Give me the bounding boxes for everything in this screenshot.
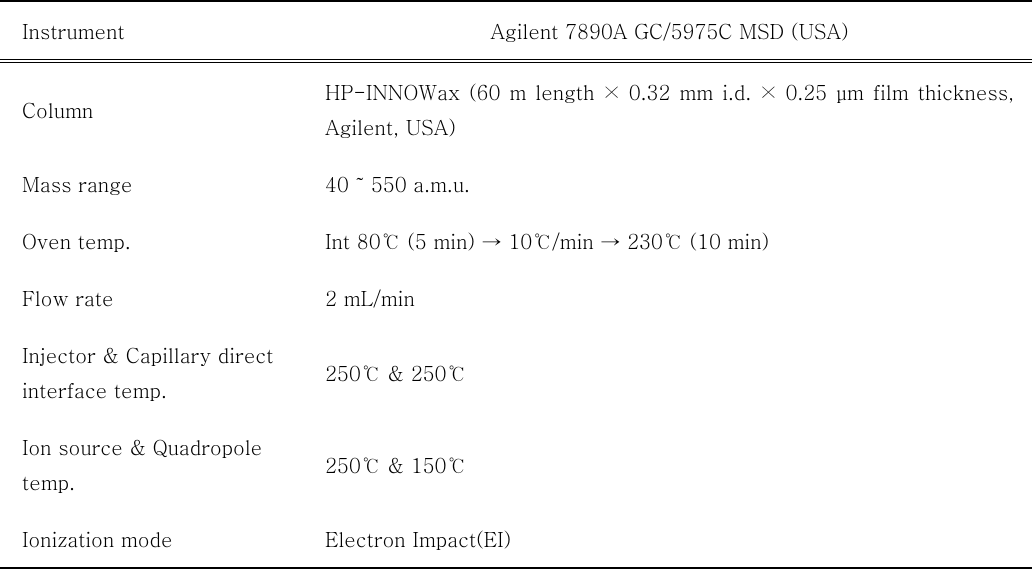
row-value: HP-INNOWax (60 m length × 0.32 mm i.d. ×… [303,63,1032,156]
row-label: Oven temp. [0,212,303,269]
table-row: Oven temp. Int 80℃ (5 min) → 10℃/min → 2… [0,212,1032,269]
row-label: Flow rate [0,269,303,326]
row-label: Mass range [0,155,303,212]
row-label: Injector & Capillary direct interface te… [0,326,303,418]
row-label: Column [0,63,303,156]
table-row: Column HP-INNOWax (60 m length × 0.32 mm… [0,63,1032,156]
row-value: Int 80℃ (5 min) → 10℃/min → 230℃ (10 min… [303,212,1032,269]
table-row: Injector & Capillary direct interface te… [0,326,1032,418]
row-label: Ionization mode [0,510,303,568]
row-label: Ion source & Quadropole temp. [0,418,303,510]
table-row: Ion source & Quadropole temp. 250℃ & 150… [0,418,1032,510]
table-header-row: Instrument Agilent 7890A GC/5975C MSD (U… [0,1,1032,60]
row-value: 2 mL/min [303,269,1032,326]
row-value: 250℃ & 250℃ [303,326,1032,418]
header-value: Agilent 7890A GC/5975C MSD (USA) [303,1,1032,60]
header-label: Instrument [0,1,303,60]
table-row: Flow rate 2 mL/min [0,269,1032,326]
row-value: Electron Impact(EI) [303,510,1032,568]
spec-table: Instrument Agilent 7890A GC/5975C MSD (U… [0,0,1032,569]
table-row: Mass range 40 ˜ 550 a.m.u. [0,155,1032,212]
row-value: 40 ˜ 550 a.m.u. [303,155,1032,212]
table-row: Ionization mode Electron Impact(EI) [0,510,1032,568]
row-value: 250℃ & 150℃ [303,418,1032,510]
